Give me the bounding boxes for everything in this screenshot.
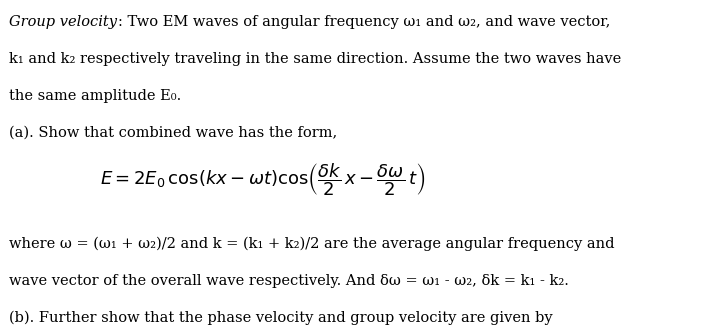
Text: (b). Further show that the phase velocity and group velocity are given by: (b). Further show that the phase velocit… — [9, 311, 553, 325]
Text: k₁ and k₂ respectively traveling in the same direction. Assume the two waves hav: k₁ and k₂ respectively traveling in the … — [9, 52, 621, 66]
Text: Group velocity: Group velocity — [9, 15, 117, 29]
Text: the same amplitude E₀.: the same amplitude E₀. — [9, 89, 181, 103]
Text: where ω = (ω₁ + ω₂)/2 and k = (k₁ + k₂)/2 are the average angular frequency and: where ω = (ω₁ + ω₂)/2 and k = (k₁ + k₂)/… — [9, 237, 615, 251]
Text: $E = 2E_0\,\cos(kx-\omega t)\cos\!\left(\dfrac{\delta k}{2}\,x-\dfrac{\delta\ome: $E = 2E_0\,\cos(kx-\omega t)\cos\!\left(… — [100, 161, 426, 198]
Text: : Two EM waves of angular frequency ω₁ and ω₂, and wave vector,: : Two EM waves of angular frequency ω₁ a… — [118, 15, 610, 29]
Text: wave vector of the overall wave respectively. And δω = ω₁ - ω₂, δk = k₁ - k₂.: wave vector of the overall wave respecti… — [9, 274, 569, 288]
Text: (a). Show that combined wave has the form,: (a). Show that combined wave has the for… — [9, 126, 338, 140]
